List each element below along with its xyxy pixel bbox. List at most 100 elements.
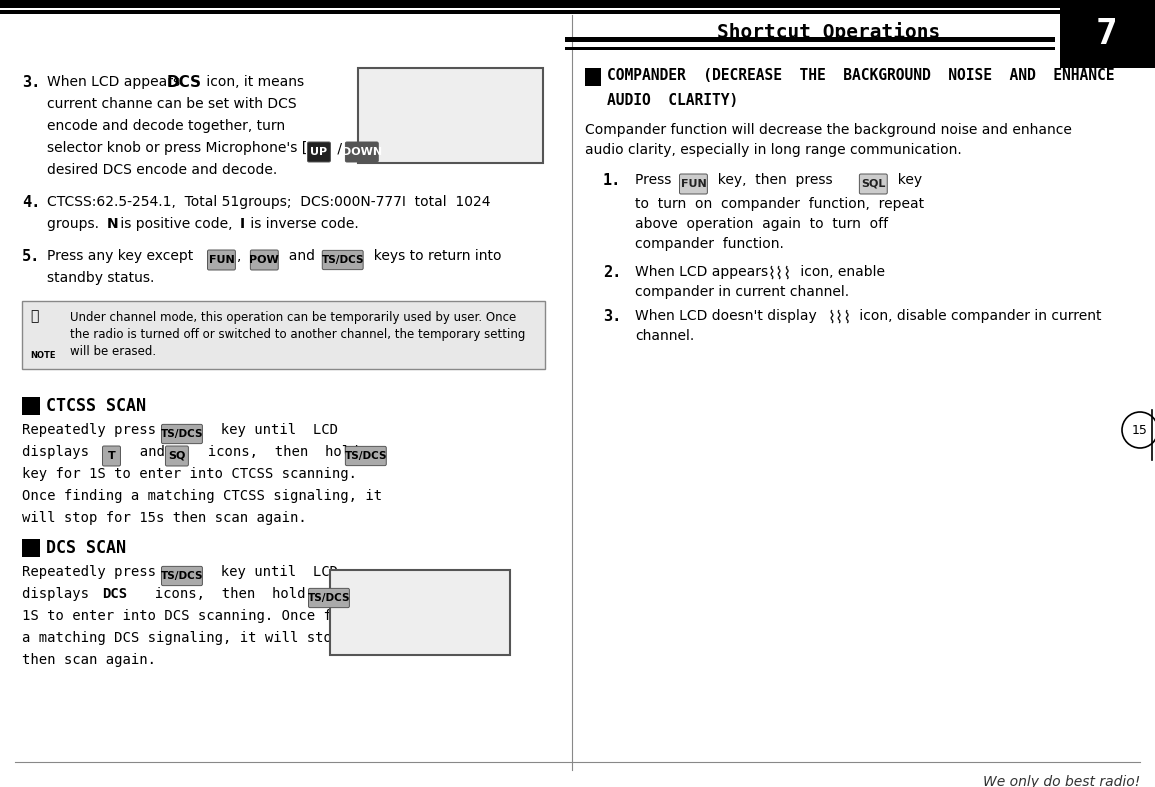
Text: key: key xyxy=(888,173,922,187)
Bar xyxy=(0,10,1155,14)
Bar xyxy=(0,0,1155,8)
Text: 1.: 1. xyxy=(603,173,621,188)
Text: Press any key except: Press any key except xyxy=(47,249,202,263)
Text: 4.: 4. xyxy=(22,195,40,210)
Text: and: and xyxy=(280,249,323,263)
Text: 3.: 3. xyxy=(603,309,621,324)
Text: Under channel mode, this operation can be temporarily used by user. Once: Under channel mode, this operation can b… xyxy=(70,311,516,324)
Text: compander  function.: compander function. xyxy=(635,237,784,251)
Text: ⌇⌇⌇: ⌇⌇⌇ xyxy=(827,309,851,327)
Text: keys to return into: keys to return into xyxy=(365,249,501,263)
Text: groups.: groups. xyxy=(47,217,104,231)
Bar xyxy=(22,539,40,557)
FancyBboxPatch shape xyxy=(208,250,236,270)
Text: DCS: DCS xyxy=(102,587,127,601)
Text: is inverse code.: is inverse code. xyxy=(246,217,359,231)
Text: NOTE: NOTE xyxy=(30,351,55,360)
FancyBboxPatch shape xyxy=(679,174,707,194)
Bar xyxy=(1060,0,1155,68)
Text: TS/DCS: TS/DCS xyxy=(161,429,203,439)
Text: to  turn  on  compander  function,  repeat: to turn on compander function, repeat xyxy=(635,197,924,211)
Text: displays: displays xyxy=(22,445,106,459)
Text: Repeatedly press: Repeatedly press xyxy=(22,565,173,579)
Text: CTCSS:62.5-254.1,  Total 51groups;  DCS:000N-777I  total  1024: CTCSS:62.5-254.1, Total 51groups; DCS:00… xyxy=(47,195,491,209)
Text: DCS: DCS xyxy=(167,75,202,90)
Text: /: / xyxy=(333,141,346,155)
FancyBboxPatch shape xyxy=(162,567,202,586)
Text: 15: 15 xyxy=(1132,423,1148,437)
Text: Compander function will decrease the background noise and enhance: Compander function will decrease the bac… xyxy=(584,123,1072,137)
FancyBboxPatch shape xyxy=(308,589,350,608)
Text: desired DCS encode and decode.: desired DCS encode and decode. xyxy=(47,163,277,177)
Text: channel.: channel. xyxy=(635,329,694,343)
Text: COMPANDER  (DECREASE  THE  BACKGROUND  NOISE  AND  ENHANCE: COMPANDER (DECREASE THE BACKGROUND NOISE… xyxy=(608,68,1115,83)
FancyBboxPatch shape xyxy=(859,174,887,194)
Text: I: I xyxy=(240,217,245,231)
Text: displays: displays xyxy=(22,587,106,601)
Text: 5.: 5. xyxy=(22,249,40,264)
Text: key until  LCD: key until LCD xyxy=(204,423,338,437)
Text: 2.: 2. xyxy=(603,265,621,280)
Text: a matching DCS signaling, it will stop for 15s: a matching DCS signaling, it will stop f… xyxy=(22,631,408,645)
Text: SQL: SQL xyxy=(862,179,886,189)
Text: 🔊: 🔊 xyxy=(30,309,38,323)
FancyBboxPatch shape xyxy=(165,446,188,466)
Text: DOWN: DOWN xyxy=(342,147,382,157)
Text: DCS: DCS xyxy=(438,582,462,592)
FancyBboxPatch shape xyxy=(162,424,202,444)
Text: DCS SCAN: DCS SCAN xyxy=(46,539,126,557)
Text: TS/DCS: TS/DCS xyxy=(344,451,387,461)
Text: is positive code,: is positive code, xyxy=(116,217,237,231)
Text: key,  then  press: key, then press xyxy=(709,173,841,187)
Text: 1S to enter into DCS scanning. Once finding: 1S to enter into DCS scanning. Once find… xyxy=(22,609,382,623)
FancyBboxPatch shape xyxy=(103,446,120,466)
Text: key until  LCD: key until LCD xyxy=(204,565,338,579)
Text: UP: UP xyxy=(311,147,328,157)
Text: icon, enable: icon, enable xyxy=(796,265,885,279)
Text: current channe can be set with DCS: current channe can be set with DCS xyxy=(47,97,297,111)
Bar xyxy=(358,68,543,163)
Text: T: T xyxy=(107,451,116,461)
Text: key for 1S to enter into CTCSS scanning.: key for 1S to enter into CTCSS scanning. xyxy=(22,467,357,481)
Text: 7: 7 xyxy=(1096,17,1118,51)
Text: FUN: FUN xyxy=(209,255,234,265)
Text: TS/DCS: TS/DCS xyxy=(321,255,364,265)
Text: SQ: SQ xyxy=(169,451,186,461)
Text: icons,  then  hold: icons, then hold xyxy=(191,445,375,459)
Text: POW: POW xyxy=(249,255,280,265)
Text: audio clarity, especially in long range communication.: audio clarity, especially in long range … xyxy=(584,143,962,157)
Text: compander in current channel.: compander in current channel. xyxy=(635,285,849,299)
Text: and: and xyxy=(122,445,181,459)
Text: MI: MI xyxy=(338,582,351,592)
Text: encode and decode together, turn: encode and decode together, turn xyxy=(47,119,285,133)
Text: M: M xyxy=(366,81,375,91)
Text: N: N xyxy=(107,217,119,231)
FancyBboxPatch shape xyxy=(322,250,363,270)
Bar xyxy=(330,570,511,655)
Text: We only do best radio!: We only do best radio! xyxy=(983,775,1140,787)
Text: DCS: DCS xyxy=(469,81,492,91)
Text: Once finding a matching CTCSS signaling, it: Once finding a matching CTCSS signaling,… xyxy=(22,489,382,503)
Text: the radio is turned off or switched to another channel, the temporary setting: the radio is turned off or switched to a… xyxy=(70,328,526,341)
Bar xyxy=(565,47,1055,50)
Text: then scan again.: then scan again. xyxy=(22,653,156,667)
Text: Repeatedly press: Repeatedly press xyxy=(22,423,173,437)
Bar xyxy=(584,68,601,86)
Bar xyxy=(22,397,40,415)
Text: CTCSS SCAN: CTCSS SCAN xyxy=(46,397,146,415)
Text: key for: key for xyxy=(351,587,426,601)
Text: When LCD appears: When LCD appears xyxy=(635,265,773,279)
Text: Press: Press xyxy=(635,173,680,187)
Text: ,: , xyxy=(237,249,249,263)
FancyBboxPatch shape xyxy=(307,142,330,162)
Text: FUN: FUN xyxy=(680,179,707,189)
Text: selector knob or press Microphone's [: selector knob or press Microphone's [ xyxy=(47,141,307,155)
Text: will be erased.: will be erased. xyxy=(70,345,156,358)
Text: 025N: 025N xyxy=(392,611,478,645)
Text: ⌇⌇⌇: ⌇⌇⌇ xyxy=(768,265,792,283)
Text: 023N: 023N xyxy=(419,115,513,153)
Text: standby status.: standby status. xyxy=(47,271,155,285)
FancyBboxPatch shape xyxy=(251,250,278,270)
Text: will stop for 15s then scan again.: will stop for 15s then scan again. xyxy=(22,511,307,525)
Text: icon, it means: icon, it means xyxy=(202,75,304,89)
